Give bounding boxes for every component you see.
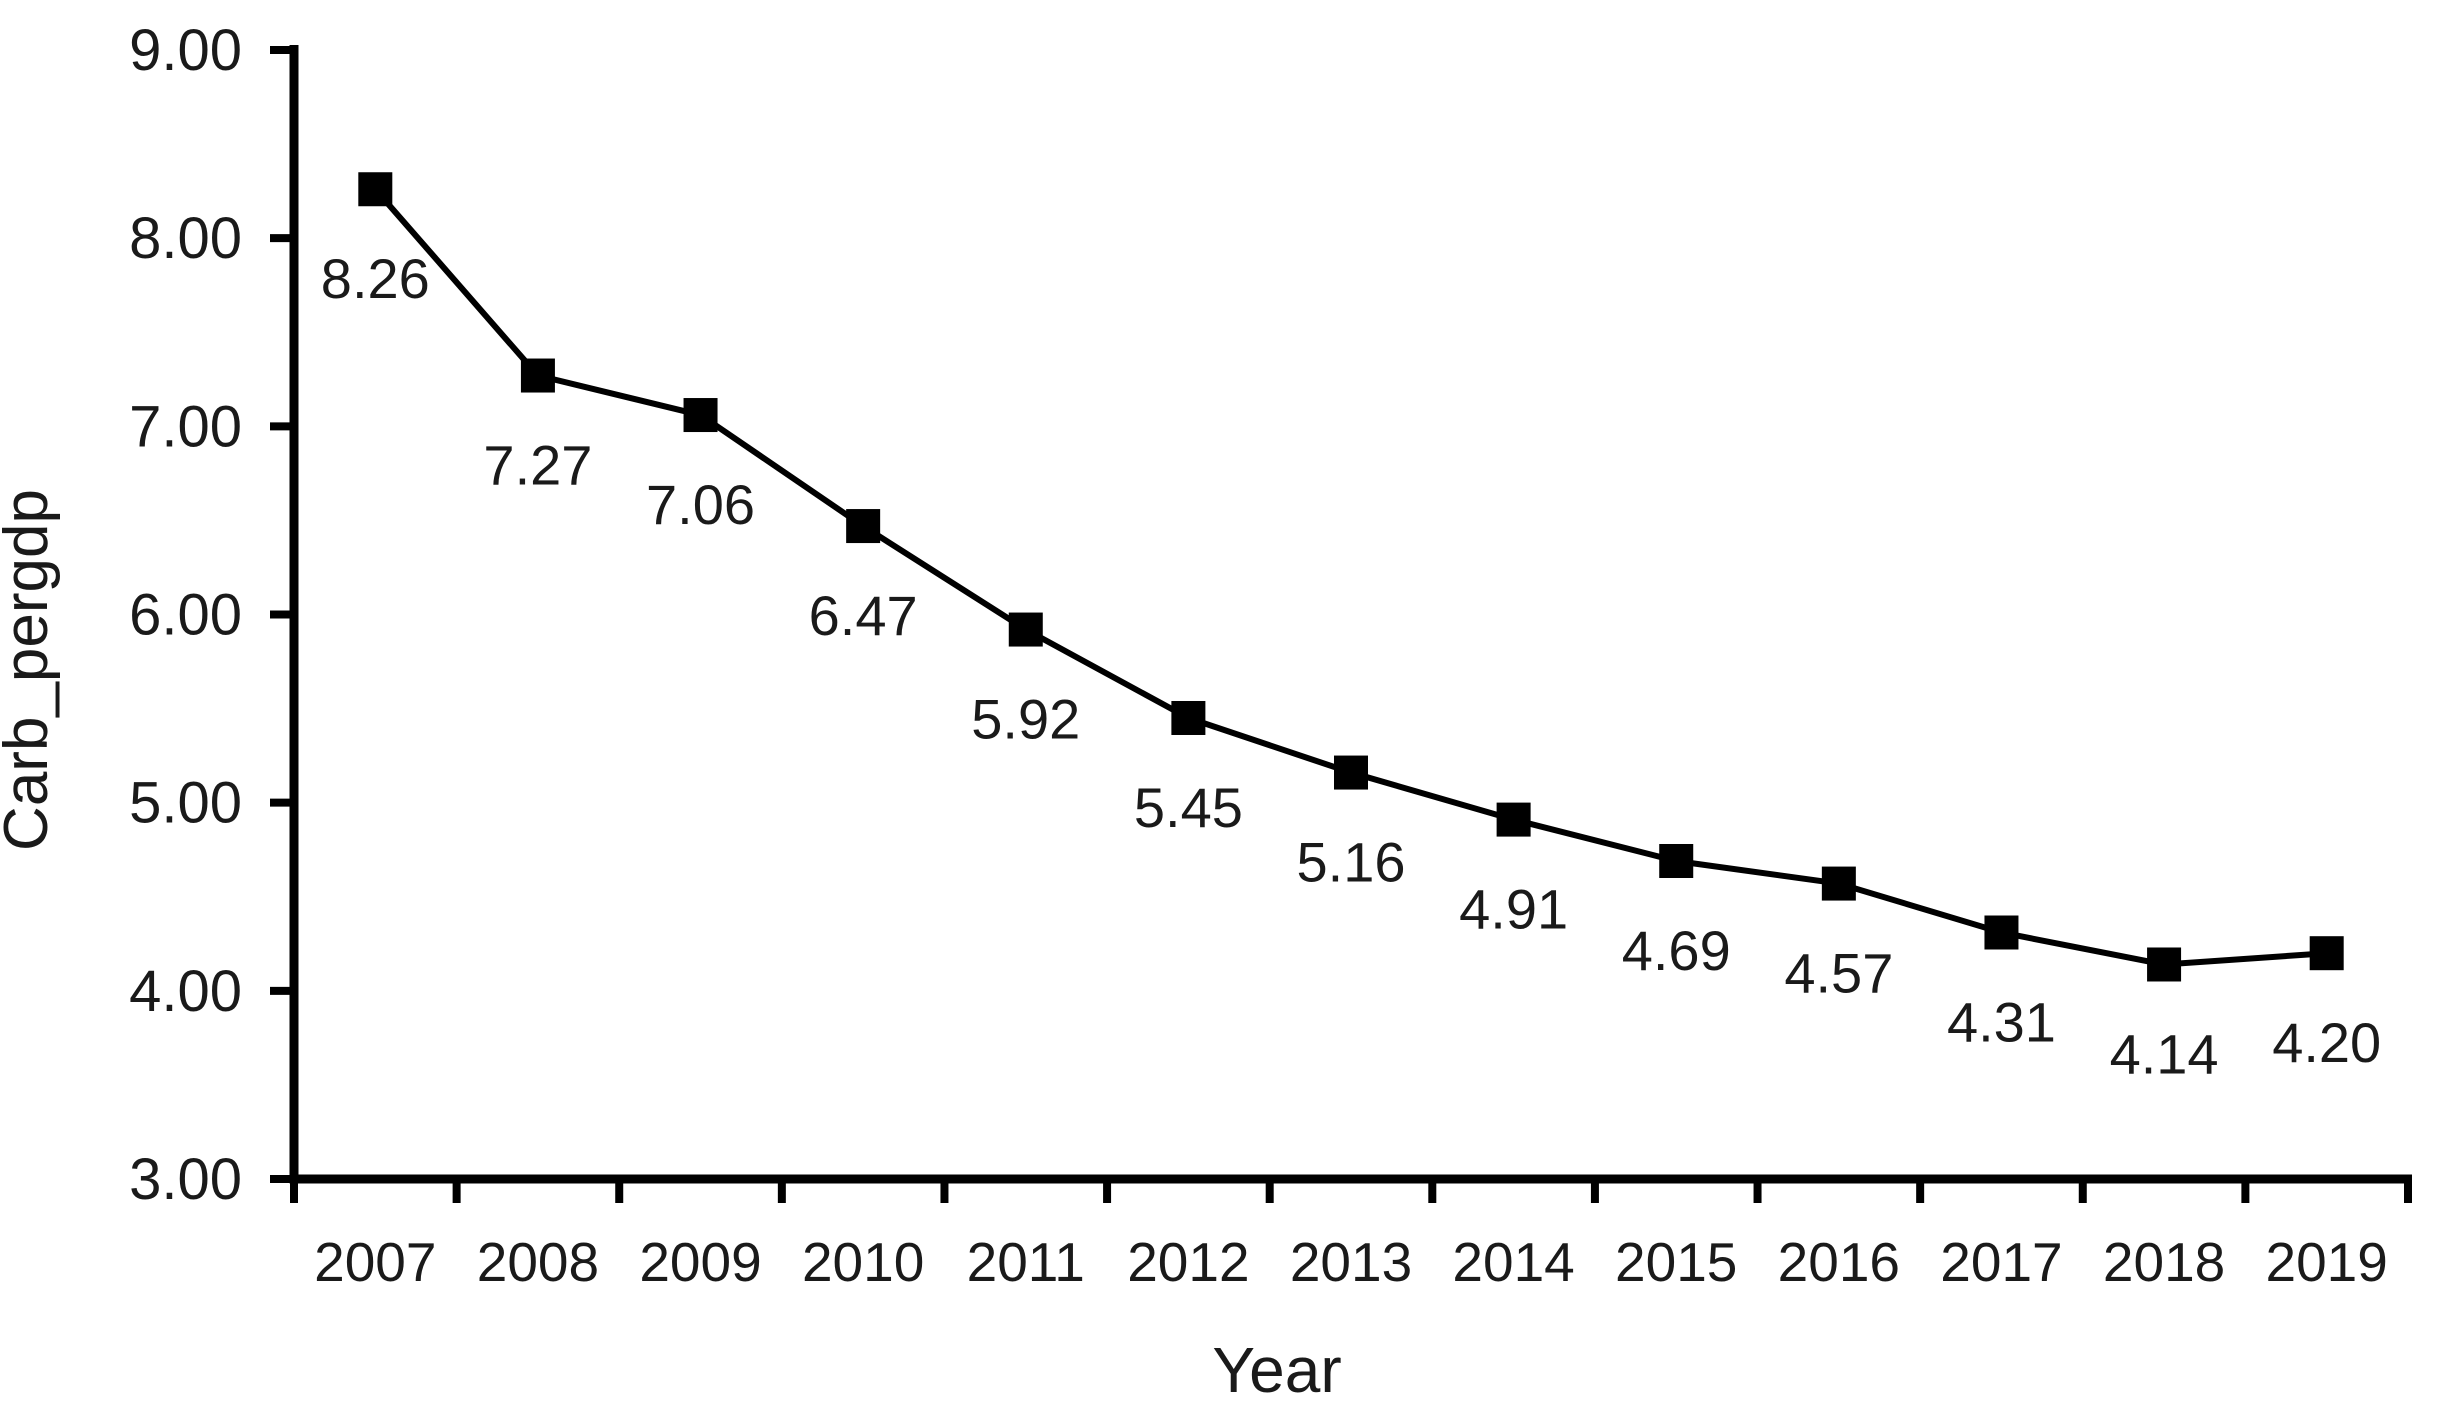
x-year-label: 2008 bbox=[477, 1231, 599, 1293]
data-point-label: 5.92 bbox=[971, 688, 1080, 751]
data-point-label: 4.14 bbox=[2110, 1022, 2219, 1085]
data-point-marker bbox=[520, 358, 555, 393]
data-point-label: 6.47 bbox=[809, 584, 918, 647]
x-year-label: 2015 bbox=[1615, 1231, 1737, 1293]
data-point-marker bbox=[1659, 843, 1694, 878]
x-year-label: 2016 bbox=[1778, 1231, 1900, 1293]
data-point-label: 7.27 bbox=[483, 434, 592, 497]
x-year-label: 2011 bbox=[967, 1231, 1085, 1293]
x-year-label: 2009 bbox=[639, 1231, 761, 1293]
data-point-marker bbox=[846, 509, 881, 544]
data-point-label: 7.06 bbox=[646, 473, 755, 536]
data-point-marker bbox=[1496, 802, 1531, 837]
x-year-label: 2018 bbox=[2103, 1231, 2225, 1293]
data-point-marker bbox=[1334, 755, 1368, 790]
x-year-label: 2019 bbox=[2266, 1231, 2388, 1293]
x-axis-title: Year bbox=[1212, 1334, 1341, 1406]
x-year-label: 2010 bbox=[802, 1231, 924, 1293]
data-point-label: 5.45 bbox=[1134, 776, 1243, 839]
x-year-label: 2012 bbox=[1127, 1231, 1249, 1293]
data-point-marker bbox=[358, 172, 393, 207]
data-point-marker bbox=[2309, 936, 2344, 971]
y-tick-label: 4.00 bbox=[129, 959, 242, 1024]
data-point-label: 4.91 bbox=[1459, 878, 1568, 941]
y-tick-label: 9.00 bbox=[129, 18, 242, 83]
data-point-marker bbox=[1821, 866, 1856, 901]
x-year-label: 2013 bbox=[1290, 1231, 1412, 1293]
axes-layer: 9.00 8.00 7.00 6.00 5.00 4.00 3.00 2007 2008 2009… bbox=[129, 18, 2412, 1293]
x-year-label: 2014 bbox=[1452, 1231, 1574, 1293]
data-labels-layer: 8.26 7.27 7.06 6.47 5.92 5.45 5.16 4.91 4.69 4.57… bbox=[321, 247, 2381, 1085]
data-point-label: 8.26 bbox=[321, 247, 430, 310]
y-tick-label: 8.00 bbox=[129, 206, 242, 271]
series-layer bbox=[358, 172, 2344, 982]
data-point-marker bbox=[2147, 947, 2182, 982]
data-point-marker bbox=[683, 398, 718, 433]
y-axis-title: Carb_pergdp bbox=[0, 489, 61, 851]
data-point-marker bbox=[1984, 915, 2019, 950]
data-point-marker bbox=[1171, 700, 1206, 735]
x-year-label: 2007 bbox=[314, 1231, 436, 1293]
data-point-label: 4.57 bbox=[1784, 942, 1893, 1005]
y-tick-label: 5.00 bbox=[129, 771, 242, 836]
y-tick-label: 3.00 bbox=[129, 1147, 242, 1212]
data-point-label: 4.69 bbox=[1622, 919, 1731, 982]
y-tick-label: 7.00 bbox=[129, 394, 242, 459]
data-point-marker bbox=[1008, 612, 1043, 647]
data-point-label: 4.31 bbox=[1947, 991, 2056, 1054]
y-tick-label: 6.00 bbox=[129, 583, 242, 648]
x-year-label: 2017 bbox=[1940, 1231, 2062, 1293]
data-point-label: 4.20 bbox=[2272, 1011, 2381, 1074]
data-point-label: 5.16 bbox=[1297, 831, 1406, 894]
